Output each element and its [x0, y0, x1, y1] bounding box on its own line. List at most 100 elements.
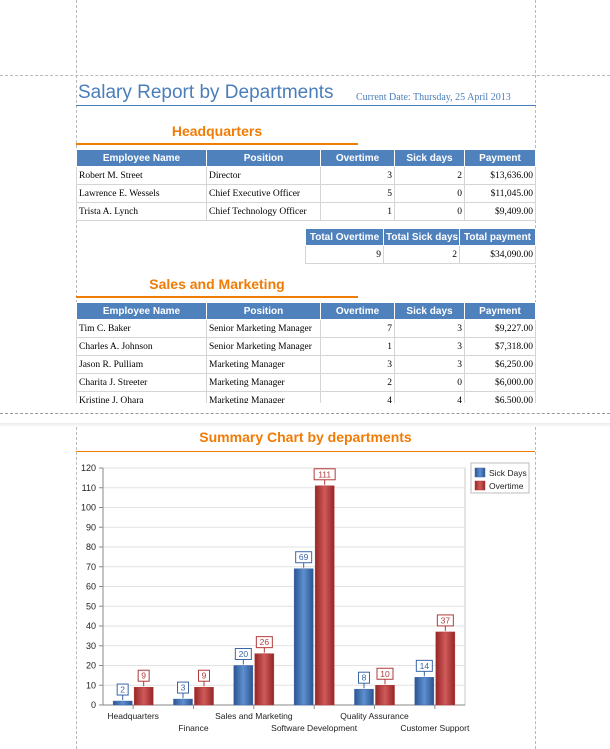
- data-label-box: [415, 659, 433, 672]
- right-margin-guide-page2: [535, 427, 536, 749]
- sick-days: 0: [394, 373, 465, 392]
- page-break-line: [0, 413, 610, 414]
- bar-overtime: [375, 685, 395, 706]
- sick-days: 3: [394, 355, 465, 374]
- current-date: Current Date: Thursday, 25 April 2013: [356, 92, 511, 103]
- data-label-box: [198, 669, 210, 682]
- table-row: Trista A. Lynch Chief Technology Officer…: [76, 202, 536, 221]
- bar-overtime: [435, 631, 456, 706]
- y-tick-label: 90: [86, 522, 96, 532]
- data-label-box: [313, 468, 336, 481]
- overtime: 3: [320, 355, 395, 374]
- page-shadow: [0, 423, 610, 427]
- col-employee-name: Employee Name: [76, 149, 207, 167]
- y-tick-label: 110: [82, 483, 96, 493]
- position: Senior Marketing Manager: [206, 337, 321, 356]
- data-label-box: [137, 669, 150, 682]
- table-row: Lawrence E. Wessels Chief Executive Offi…: [76, 184, 536, 203]
- payment: $7,318.00: [464, 337, 536, 356]
- table-row: Jason R. Pulliam Marketing Manager 3 3 $…: [76, 355, 536, 374]
- sick-days: 0: [394, 184, 465, 203]
- employee-table-headquarters: Employee Name Position Overtime Sick day…: [76, 149, 536, 221]
- col-sick-days: Sick days: [394, 149, 465, 167]
- data-label: 9: [202, 671, 207, 681]
- col-employee-name: Employee Name: [76, 302, 207, 320]
- bar-overtime: [133, 686, 154, 706]
- payment: $6,000.00: [464, 373, 536, 392]
- position: Chief Executive Officer: [206, 184, 321, 203]
- total-overtime: 9: [305, 245, 384, 264]
- data-label-box: [295, 551, 313, 564]
- bar-sick-days: [354, 688, 374, 706]
- left-margin-guide-page2: [76, 427, 77, 749]
- chart-title-rule: [76, 451, 535, 452]
- bar-sick-days: [293, 568, 314, 706]
- data-label-box: [177, 681, 189, 694]
- y-tick-label: 0: [91, 700, 96, 710]
- overtime: 1: [320, 202, 395, 221]
- payment: $6,250.00: [464, 355, 536, 374]
- bar-overtime: [194, 686, 214, 706]
- overtime: 3: [320, 166, 395, 185]
- data-label-box: [234, 648, 252, 660]
- sick-days: 3: [394, 319, 465, 338]
- table-row: Charita J. Streeter Marketing Manager 2 …: [76, 373, 536, 392]
- col-overtime: Overtime: [320, 302, 395, 320]
- position: Senior Marketing Manager: [206, 319, 321, 338]
- overtime: 5: [320, 184, 395, 203]
- payment: $9,227.00: [464, 319, 536, 338]
- employee-table-sales-and-marketing: Employee Name Position Overtime Sick day…: [76, 302, 536, 410]
- data-label: 37: [441, 615, 451, 625]
- data-label-box: [376, 667, 394, 680]
- y-tick-label: 60: [86, 582, 96, 592]
- col-position: Position: [206, 302, 321, 320]
- group-rule: [76, 296, 358, 298]
- data-label: 20: [239, 649, 249, 659]
- right-margin-guide: [535, 0, 536, 403]
- legend-label-sick-days: Sick Days: [489, 468, 527, 478]
- data-label-box: [436, 614, 454, 627]
- employee-name: Jason R. Pulliam: [76, 355, 207, 374]
- bar-sick-days: [112, 700, 133, 706]
- employee-name: Charita J. Streeter: [76, 373, 207, 392]
- position: Director: [206, 166, 321, 185]
- data-label-box: [255, 636, 273, 649]
- sick-days: 0: [394, 202, 465, 221]
- data-label: 9: [141, 671, 146, 681]
- employee-name: Charles A. Johnson: [76, 337, 207, 356]
- y-tick-label: 20: [86, 661, 96, 671]
- summary-chart: 0 10 20 30 40 50 60 70 80 90 100 110 120 Headquarters…: [81, 462, 530, 733]
- legend-swatch-sick-days: [474, 467, 486, 478]
- group-title-headquarters: Headquarters: [171, 123, 263, 139]
- employee-name: Trista A. Lynch: [76, 202, 207, 221]
- data-label: 26: [260, 637, 270, 647]
- col-position: Position: [206, 149, 321, 167]
- x-tick-label: Headquarters: [107, 711, 159, 721]
- total-payment: $34,090.00: [459, 245, 536, 264]
- legend-label-overtime: Overtime: [489, 481, 524, 491]
- payment: $11,045.00: [464, 184, 536, 203]
- employee-name: Robert M. Street: [76, 166, 207, 185]
- col-total-payment: Total payment: [459, 228, 536, 246]
- data-label: 2: [120, 685, 125, 695]
- bar-sick-days: [233, 665, 254, 706]
- payment: $13,636.00: [464, 166, 536, 185]
- data-label: 69: [299, 552, 309, 562]
- col-total-sick-days: Total Sick days: [383, 228, 460, 246]
- legend-swatch-overtime: [474, 480, 486, 491]
- group-rule: [76, 143, 358, 145]
- bar-overtime: [314, 485, 335, 706]
- chart-title: Summary Chart by departments: [199, 429, 412, 445]
- y-tick-label: 30: [86, 641, 96, 651]
- y-tick-label: 120: [81, 463, 96, 473]
- data-label: 14: [420, 661, 430, 671]
- table-row: Charles A. Johnson Senior Marketing Mana…: [76, 337, 536, 356]
- data-label-box: [358, 671, 370, 684]
- col-sick-days: Sick days: [394, 302, 465, 320]
- y-tick-label: 100: [81, 503, 96, 513]
- position: Marketing Manager: [206, 355, 321, 374]
- bar-overtime: [254, 653, 275, 706]
- data-label: 10: [380, 669, 390, 679]
- total-sick-days: 2: [383, 245, 460, 264]
- totals-table-headquarters: Total Overtime Total Sick days Total pay…: [305, 228, 536, 264]
